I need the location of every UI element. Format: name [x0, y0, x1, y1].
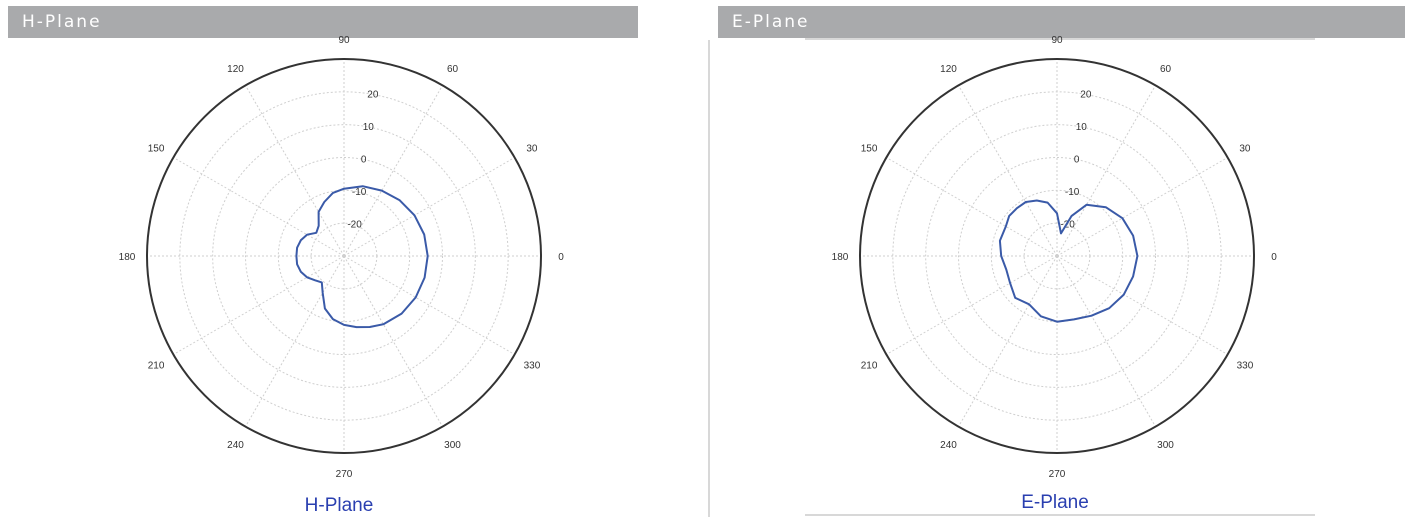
angle-tick-label: 180	[832, 252, 849, 263]
e-plane-header: E-Plane	[718, 6, 1405, 38]
grid-spoke	[886, 157, 1058, 257]
angle-tick-label: 270	[1049, 469, 1066, 480]
radial-tick-label: -10	[352, 187, 367, 198]
e-plane-polar-chart: 0 30 60 90 120 150 180 210 240 270 300 330 -20 -10 0 10…	[832, 35, 1278, 480]
angle-tick-label: 60	[1160, 64, 1172, 75]
grid-ring	[958, 157, 1156, 355]
angle-tick-label: 240	[940, 440, 957, 451]
pattern-trace	[998, 199, 1139, 323]
radial-tick-label: 20	[367, 89, 379, 100]
outer-ring	[146, 58, 542, 454]
grid-spoke	[958, 85, 1058, 257]
grid-spoke	[958, 255, 1058, 427]
angle-tick-label: 90	[338, 35, 350, 46]
pattern-trace	[295, 185, 429, 329]
angle-tick-label: 30	[1239, 144, 1251, 155]
angle-tick-label: 0	[558, 252, 564, 263]
radial-tick-label: -20	[347, 219, 362, 230]
angle-tick-label: 270	[336, 469, 353, 480]
grid-spoke	[1056, 157, 1228, 257]
grid-spoke	[343, 255, 515, 355]
angle-tick-label: 90	[1051, 35, 1063, 46]
h-plane-header: H-Plane	[8, 6, 638, 38]
h-plane-polar-chart: 0 30 60 90 120 150 180 210 240 270 300 330 -20 -10 0 10…	[119, 35, 565, 480]
grid-spoke	[245, 85, 345, 257]
grid-spoke	[1056, 85, 1156, 257]
angle-tick-label: 210	[148, 361, 165, 372]
radial-tick-label: 0	[361, 154, 367, 165]
e-plane-bottom-rule	[805, 514, 1315, 516]
angle-tick-label: 300	[444, 440, 461, 451]
outer-ring	[859, 58, 1255, 454]
grid-spoke	[173, 157, 345, 257]
grid-ring	[925, 124, 1189, 388]
grid-spoke	[343, 85, 443, 257]
angle-tick-label: 180	[119, 252, 136, 263]
angle-tick-label: 330	[1237, 361, 1254, 372]
e-plane-header-label: E-Plane	[732, 12, 810, 32]
radial-tick-label: 10	[363, 122, 375, 133]
e-plane-caption: E-Plane	[1021, 492, 1089, 513]
radial-tick-label: -20	[1060, 219, 1075, 230]
angle-tick-label: 210	[861, 361, 878, 372]
grid-spoke	[1056, 255, 1156, 427]
angle-tick-label: 300	[1157, 440, 1174, 451]
angle-tick-label: 150	[861, 144, 878, 155]
radial-tick-label: -10	[1065, 187, 1080, 198]
grid-spoke	[1056, 255, 1228, 355]
radial-tick-label: 20	[1080, 89, 1092, 100]
h-plane-header-label: H-Plane	[22, 12, 102, 32]
panel-separator	[708, 40, 710, 517]
e-plane-top-rule	[805, 38, 1315, 40]
grid-ring	[212, 124, 476, 388]
angle-tick-label: 240	[227, 440, 244, 451]
grid-spoke	[343, 255, 443, 427]
grid-spoke	[886, 255, 1058, 355]
grid-ring	[245, 157, 443, 355]
grid-spoke	[173, 255, 345, 355]
angle-tick-label: 60	[447, 64, 459, 75]
angle-tick-label: 150	[148, 144, 165, 155]
angle-tick-label: 330	[524, 361, 541, 372]
angle-tick-label: 120	[940, 64, 957, 75]
radial-tick-label: 0	[1074, 154, 1080, 165]
radial-tick-label: 10	[1076, 122, 1088, 133]
angle-tick-label: 0	[1271, 252, 1277, 263]
grid-spoke	[343, 157, 515, 257]
angle-tick-label: 120	[227, 64, 244, 75]
grid-spoke	[245, 255, 345, 427]
angle-tick-label: 30	[526, 144, 538, 155]
h-plane-caption: H-Plane	[305, 495, 374, 516]
